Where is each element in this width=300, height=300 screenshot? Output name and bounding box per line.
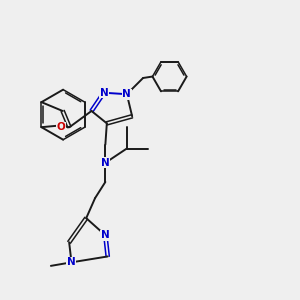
Text: N: N [101, 158, 110, 168]
Text: N: N [100, 88, 108, 98]
Text: N: N [122, 89, 131, 99]
Text: N: N [101, 230, 110, 240]
Text: N: N [67, 257, 76, 267]
Text: O: O [57, 122, 66, 132]
